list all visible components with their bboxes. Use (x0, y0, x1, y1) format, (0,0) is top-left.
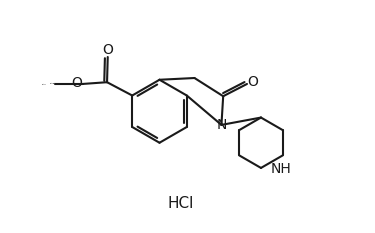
Text: methyl: methyl (42, 83, 46, 85)
Text: HCl: HCl (167, 196, 194, 212)
Text: O: O (47, 82, 48, 83)
Text: NH: NH (271, 162, 291, 176)
Text: O: O (71, 76, 82, 90)
Text: O: O (247, 75, 258, 89)
Text: methyl: methyl (53, 83, 58, 84)
Text: O: O (102, 43, 113, 57)
Text: methyl: methyl (50, 83, 55, 84)
Text: N: N (217, 118, 227, 132)
